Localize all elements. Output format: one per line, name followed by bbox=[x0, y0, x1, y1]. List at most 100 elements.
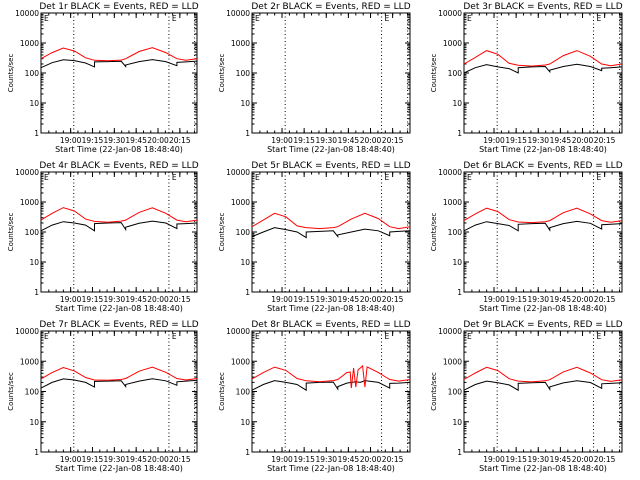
plot-frame bbox=[463, 171, 623, 293]
x-tick-label: 19:00 bbox=[483, 455, 505, 464]
x-tick-label: 20:15 bbox=[382, 455, 404, 464]
x-tick-label: 19:00 bbox=[60, 455, 82, 464]
x-tick-label: 19:30 bbox=[104, 295, 126, 304]
lld-series-line bbox=[251, 364, 411, 389]
x-tick-label: 20:15 bbox=[169, 455, 191, 464]
events-series-line bbox=[463, 220, 623, 232]
y-tick-label: 10 bbox=[452, 99, 462, 108]
x-axis-label: Start Time (22-Jan-08 18:48:40) bbox=[55, 464, 183, 473]
event-marker: E bbox=[385, 14, 390, 23]
x-tick-label: 20:00 bbox=[147, 455, 169, 464]
plot-frame bbox=[40, 171, 198, 293]
event-marker: E bbox=[255, 332, 260, 341]
event-marker: E bbox=[385, 173, 390, 182]
x-tick-label: 20:15 bbox=[382, 136, 404, 145]
event-marker: E bbox=[172, 14, 177, 23]
events-series-line bbox=[40, 59, 198, 69]
x-tick-label: 19:30 bbox=[527, 295, 549, 304]
panel-det-4: Det 4r BLACK = Events, RED = LLD 1 10 100 10… bbox=[7, 161, 199, 313]
plot-frame bbox=[40, 330, 198, 453]
x-tick-label: 19:15 bbox=[82, 136, 104, 145]
y-tick-label: 10000 bbox=[15, 168, 39, 177]
y-tick-label: 1000 bbox=[20, 198, 39, 207]
y-tick-label: 10 bbox=[29, 99, 39, 108]
event-marker: E bbox=[172, 332, 177, 341]
x-tick-label: 20:15 bbox=[382, 295, 404, 304]
panel-title: Det 5r BLACK = Events, RED = LLD bbox=[251, 161, 410, 171]
x-tick-label: 20:00 bbox=[147, 295, 169, 304]
y-tick-label: 10000 bbox=[438, 168, 462, 177]
panel-title: Det 2r BLACK = Events, RED = LLD bbox=[251, 2, 410, 12]
plot-frame bbox=[251, 171, 411, 293]
panel-det-6: Det 6r BLACK = Events, RED = LLD 1 10 100 10… bbox=[430, 161, 623, 313]
x-tick-label: 19:30 bbox=[104, 455, 126, 464]
panel-title: Det 6r BLACK = Events, RED = LLD bbox=[463, 161, 622, 171]
x-axis-label: Start Time (22-Jan-08 18:48:40) bbox=[55, 304, 183, 313]
event-marker: E bbox=[44, 173, 49, 182]
lld-series-line bbox=[463, 207, 623, 224]
y-tick-label: 1 bbox=[245, 129, 250, 138]
panel-det-9: Det 9r BLACK = Events, RED = LLD 1 10 100 10… bbox=[430, 320, 623, 473]
events-series-line bbox=[40, 220, 198, 232]
x-tick-label: 19:45 bbox=[125, 455, 147, 464]
y-tick-label: 100 bbox=[448, 388, 463, 397]
panel-det-8: Det 8r BLACK = Events, RED = LLD 1 10 100 10… bbox=[218, 320, 411, 473]
x-tick-label: 20:00 bbox=[147, 136, 169, 145]
x-tick-label: 19:15 bbox=[293, 455, 315, 464]
x-tick-label: 19:15 bbox=[505, 136, 527, 145]
y-tick-label: 100 bbox=[448, 228, 463, 237]
y-tick-label: 10000 bbox=[226, 168, 250, 177]
event-marker: E bbox=[467, 332, 472, 341]
y-tick-label: 1 bbox=[34, 288, 39, 297]
x-tick-label: 19:45 bbox=[550, 295, 572, 304]
x-tick-label: 19:45 bbox=[550, 455, 572, 464]
x-tick-label: 19:45 bbox=[338, 136, 360, 145]
y-axis-label: Counts/sec bbox=[218, 372, 226, 411]
y-axis-label: Counts/sec bbox=[7, 213, 15, 252]
x-tick-label: 20:00 bbox=[360, 136, 382, 145]
events-series-line bbox=[251, 380, 411, 392]
y-tick-label: 100 bbox=[236, 388, 251, 397]
x-tick-label: 19:00 bbox=[483, 136, 505, 145]
y-tick-label: 1000 bbox=[443, 198, 462, 207]
lld-series-line bbox=[40, 207, 198, 223]
y-axis-label: Counts/sec bbox=[430, 372, 438, 411]
x-tick-label: 19:30 bbox=[104, 136, 126, 145]
x-axis-label: Start Time (22-Jan-08 18:48:40) bbox=[479, 304, 607, 313]
x-tick-label: 19:30 bbox=[527, 455, 549, 464]
y-tick-label: 1 bbox=[245, 448, 250, 457]
x-tick-label: 19:30 bbox=[315, 455, 337, 464]
x-tick-label: 19:00 bbox=[271, 455, 293, 464]
event-marker: E bbox=[467, 14, 472, 23]
y-tick-label: 1 bbox=[245, 288, 250, 297]
event-marker: E bbox=[172, 173, 177, 182]
y-tick-label: 10000 bbox=[226, 327, 250, 336]
panel-det-5: Det 5r BLACK = Events, RED = LLD 1 10 100 10… bbox=[218, 161, 411, 313]
y-axis-label: Counts/sec bbox=[218, 213, 226, 252]
x-axis-label: Start Time (22-Jan-08 18:48:40) bbox=[479, 145, 607, 154]
y-tick-label: 1 bbox=[34, 129, 39, 138]
lld-series-line bbox=[40, 366, 198, 381]
x-tick-label: 20:00 bbox=[360, 295, 382, 304]
x-tick-label: 20:15 bbox=[169, 295, 191, 304]
x-tick-label: 20:00 bbox=[360, 455, 382, 464]
y-tick-label: 10 bbox=[240, 258, 250, 267]
y-tick-label: 10000 bbox=[15, 9, 39, 18]
x-tick-label: 20:00 bbox=[572, 455, 594, 464]
y-tick-label: 10000 bbox=[226, 9, 250, 18]
events-series-line bbox=[463, 380, 623, 392]
y-tick-label: 1000 bbox=[20, 357, 39, 366]
y-axis-label: Counts/sec bbox=[430, 54, 438, 93]
x-tick-label: 19:45 bbox=[338, 455, 360, 464]
x-tick-label: 19:15 bbox=[293, 136, 315, 145]
y-tick-label: 100 bbox=[25, 69, 40, 78]
event-marker: E bbox=[597, 173, 602, 182]
panel-det-3: Det 3r BLACK = Events, RED = LLD 1 10 100 10… bbox=[430, 2, 623, 154]
x-tick-label: 19:15 bbox=[293, 295, 315, 304]
y-tick-label: 100 bbox=[25, 228, 40, 237]
y-tick-label: 1000 bbox=[20, 39, 39, 48]
x-tick-label: 19:30 bbox=[315, 295, 337, 304]
x-axis-label: Start Time (22-Jan-08 18:48:40) bbox=[267, 145, 395, 154]
x-axis-label: Start Time (22-Jan-08 18:48:40) bbox=[479, 464, 607, 473]
